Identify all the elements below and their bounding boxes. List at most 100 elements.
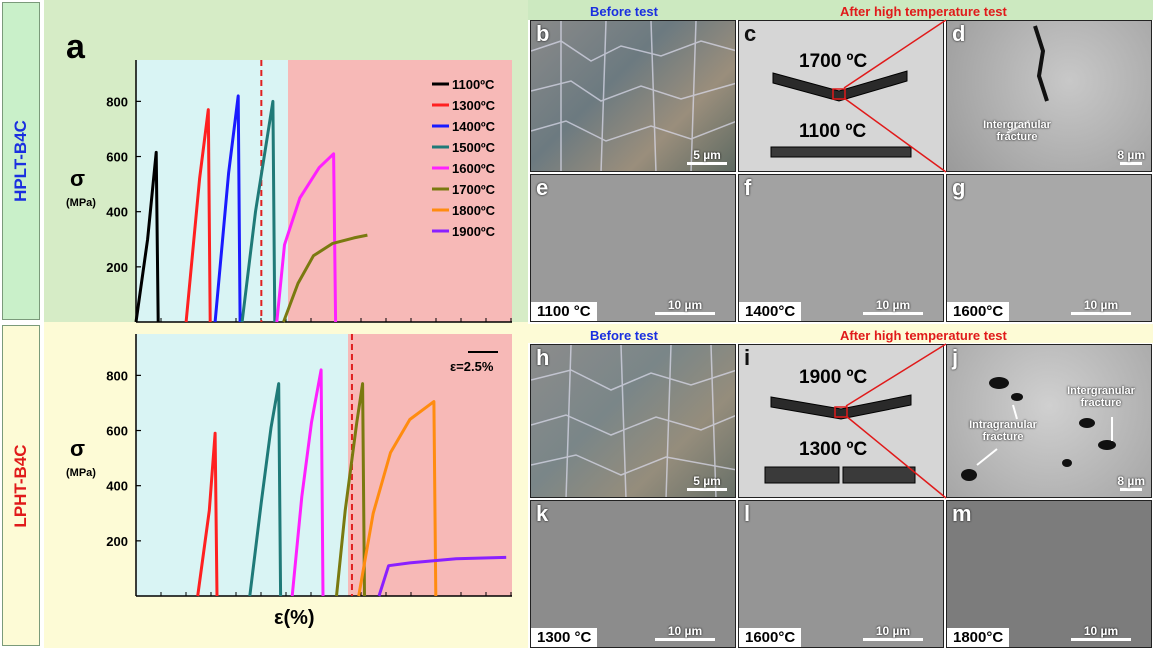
bottom-plot-low-region bbox=[136, 334, 348, 596]
panel-j-note-intergranular: Intergranular fracture bbox=[1067, 385, 1135, 409]
y-tick-label: 600 bbox=[106, 424, 128, 439]
ylabel-bottom: σ bbox=[70, 436, 85, 461]
xlabel: ε(%) bbox=[274, 607, 315, 629]
yunit-bottom: (MPa) bbox=[66, 467, 96, 479]
series-line bbox=[184, 108, 212, 323]
top-plot-low-region bbox=[136, 60, 288, 322]
panel-d-fracture: d Intergranular fracture 8 µm bbox=[946, 20, 1152, 172]
header-before-bottom: Before test bbox=[590, 328, 658, 343]
legend-label: 1400ºC bbox=[452, 119, 496, 134]
legend-label: 1700ºC bbox=[452, 182, 496, 197]
panel-k-sem: k 1300 °C 10 µm bbox=[530, 500, 736, 648]
grain-texture bbox=[531, 21, 735, 171]
panel-l-temp: 1600°C bbox=[739, 628, 802, 647]
panel-j-scale-bar: 8 µm bbox=[1117, 474, 1145, 491]
panel-m-temp: 1800°C bbox=[947, 628, 1010, 647]
panel-k-temp: 1300 °C bbox=[531, 628, 598, 647]
row-label-hplt: HPLT-B4C bbox=[2, 2, 40, 320]
panel-b-micrograph: b 5 µm bbox=[530, 20, 736, 172]
series-line bbox=[213, 94, 242, 323]
panel-i-letter: i bbox=[744, 345, 751, 370]
panel-k-letter: k bbox=[536, 501, 549, 526]
panel-i-temp-bottom: 1300 ºC bbox=[799, 439, 868, 460]
header-before-top: Before test bbox=[590, 4, 658, 19]
series-line bbox=[357, 400, 438, 597]
panel-f-temp: 1400°C bbox=[739, 302, 802, 321]
panel-j-note-intragranular: Intragranular fracture bbox=[969, 419, 1037, 443]
series-line bbox=[335, 382, 366, 597]
panel-m-scale-bar: 10 µm bbox=[1071, 624, 1131, 641]
panel-m-sem: m 1800°C 10 µm bbox=[946, 500, 1152, 648]
panel-i-specimens: i 1900 ºC 1300 ºC bbox=[738, 344, 944, 498]
series-line bbox=[240, 99, 277, 323]
panel-f-letter: f bbox=[744, 175, 752, 200]
panel-e-temp: 1100 °C bbox=[531, 302, 597, 321]
panel-l-letter: l bbox=[744, 501, 751, 526]
panel-g-scale-bar: 10 µm bbox=[1071, 298, 1131, 315]
panel-g-letter: g bbox=[952, 175, 966, 200]
panel-e-scale-bar: 10 µm bbox=[655, 298, 715, 315]
panel-h-letter: h bbox=[536, 345, 550, 370]
series-line bbox=[290, 368, 325, 597]
panel-d-scale-bar: 8 µm bbox=[1117, 148, 1145, 165]
panel-l-sem: l 1600°C 10 µm bbox=[738, 500, 944, 648]
panel-e-sem: e 1100 °C 10 µm bbox=[530, 174, 736, 322]
header-bar-top bbox=[528, 0, 1153, 20]
panel-g-sem: g 1600°C 10 µm bbox=[946, 174, 1152, 322]
header-bar-bottom bbox=[528, 324, 1153, 343]
panel-f-sem: f 1400°C 10 µm bbox=[738, 174, 944, 322]
bottom-plot-high-region bbox=[348, 334, 512, 596]
legend-label: 1600ºC bbox=[452, 161, 496, 176]
y-tick-label: 600 bbox=[106, 150, 128, 165]
panel-c-specimens: c 1700 ºC 1100 ºC bbox=[738, 20, 944, 172]
bent-specimen bbox=[764, 394, 916, 484]
panel-b-letter: b bbox=[536, 21, 550, 46]
legend-label: 1300ºC bbox=[452, 98, 496, 113]
strain-scale-label: ε=2.5% bbox=[450, 359, 494, 374]
panel-c-temp-bottom: 1100 ºC bbox=[799, 121, 867, 142]
yunit-top: (MPa) bbox=[66, 197, 96, 209]
ylabel-top: σ bbox=[70, 166, 85, 191]
panel-b-scale-bar: 5 µm bbox=[687, 148, 727, 165]
series-line bbox=[134, 150, 160, 323]
header-after-bottom: After high temperature test bbox=[840, 328, 1007, 343]
y-tick-label: 200 bbox=[106, 260, 128, 275]
legend-label: 1900ºC bbox=[452, 224, 496, 239]
legend-label: 1500ºC bbox=[452, 140, 496, 155]
bent-specimen bbox=[770, 70, 912, 158]
series-line bbox=[196, 431, 219, 597]
panel-e-letter: e bbox=[536, 175, 549, 200]
y-tick-label: 400 bbox=[106, 479, 128, 494]
panel-l-scale-bar: 10 µm bbox=[863, 624, 923, 641]
grain-texture bbox=[531, 345, 735, 497]
series-bottom bbox=[196, 368, 507, 597]
panel-d-note: Intergranular fracture bbox=[983, 119, 1051, 143]
series-top bbox=[134, 94, 368, 323]
header-after-top: After high temperature test bbox=[840, 4, 1007, 19]
row-label-lpht: LPHT-B4C bbox=[2, 325, 40, 646]
panel-k-scale-bar: 10 µm bbox=[655, 624, 715, 641]
panel-c-letter: c bbox=[744, 21, 757, 46]
y-tick-label: 800 bbox=[106, 94, 128, 109]
legend-label: 1800ºC bbox=[452, 203, 496, 218]
series-line bbox=[282, 233, 368, 323]
series-line bbox=[248, 382, 283, 597]
panel-j-letter: j bbox=[952, 345, 959, 370]
panel-j-fracture: j Intergranular fracture Intragranular f… bbox=[946, 344, 1152, 498]
panel-g-temp: 1600°C bbox=[947, 302, 1010, 321]
legend-label: 1100ºC bbox=[452, 77, 495, 92]
panel-a-letter: a bbox=[66, 28, 86, 66]
pore-marks bbox=[961, 377, 1116, 481]
panel-h-micrograph: h 5 µm bbox=[530, 344, 736, 498]
top-plot-high-region bbox=[288, 60, 512, 322]
panel-d-letter: d bbox=[952, 21, 966, 46]
panel-a-chart: 200 400 600 800 200 400 600 800 1100ºC 1300ºC 14… bbox=[66, 28, 512, 629]
crack-marks bbox=[1006, 25, 1049, 134]
panel-h-scale-bar: 5 µm bbox=[687, 474, 727, 491]
panel-m-letter: m bbox=[952, 501, 972, 526]
y-tick-label: 200 bbox=[106, 534, 128, 549]
legend-top: 1100ºC 1300ºC 1400ºC 1500ºC 1600ºC 1700ºC 1800… bbox=[432, 77, 496, 239]
y-tick-label: 800 bbox=[106, 368, 128, 383]
panel-f-scale-bar: 10 µm bbox=[863, 298, 923, 315]
series-line bbox=[377, 555, 507, 597]
